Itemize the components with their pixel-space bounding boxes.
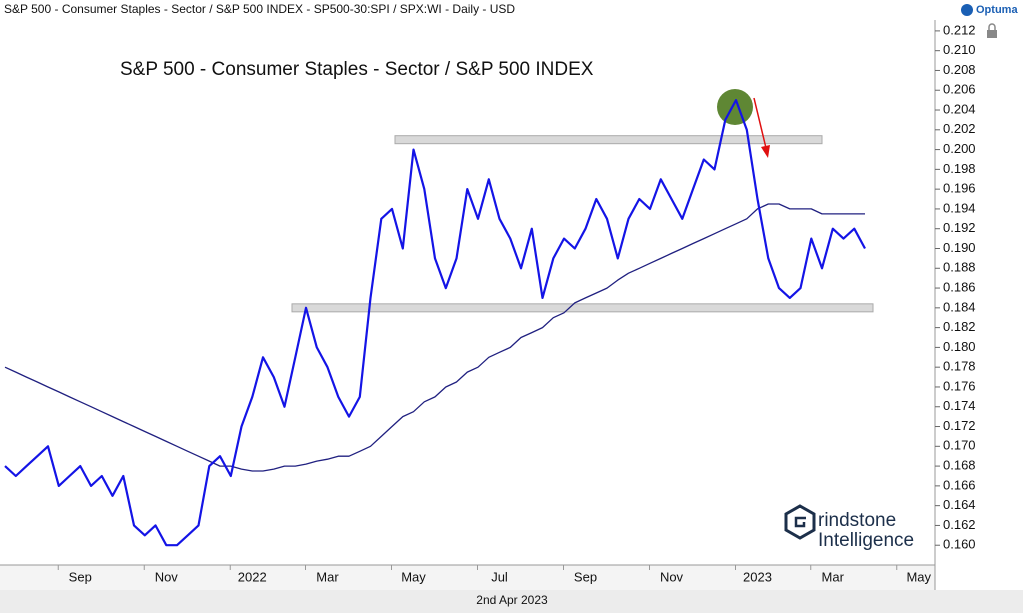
x-tick-label: 2022 xyxy=(238,569,267,584)
y-tick-label: 0.170 xyxy=(943,438,976,453)
header: S&P 500 - Consumer Staples - Sector / S&… xyxy=(4,2,515,16)
x-tick-label: 2023 xyxy=(743,569,772,584)
x-tick-label: Mar xyxy=(316,569,339,584)
y-tick-label: 0.208 xyxy=(943,62,976,77)
watermark: rindstone Intelligence xyxy=(784,504,914,551)
y-tick-label: 0.180 xyxy=(943,339,976,354)
brand: Optuma xyxy=(976,4,1018,16)
moving-average-line xyxy=(4,203,865,472)
level-band xyxy=(394,135,823,145)
y-tick-label: 0.162 xyxy=(943,517,976,532)
y-tick-label: 0.212 xyxy=(943,22,976,37)
y-tick-label: 0.166 xyxy=(943,477,976,492)
arrow-shaft xyxy=(753,97,767,149)
highlight-circle xyxy=(717,89,753,125)
y-tick-label: 0.178 xyxy=(943,359,976,374)
watermark-line-1: rindstone xyxy=(818,510,896,531)
chart-title: S&P 500 - Consumer Staples - Sector / S&… xyxy=(120,59,594,80)
level-band xyxy=(291,303,874,313)
y-tick-label: 0.174 xyxy=(943,398,976,413)
y-tick-label: 0.194 xyxy=(943,200,976,215)
x-tick-label: Mar xyxy=(822,569,845,584)
y-tick-label: 0.204 xyxy=(943,101,976,116)
y-tick-label: 0.176 xyxy=(943,378,976,393)
y-tick-label: 0.184 xyxy=(943,299,976,314)
y-tick-label: 0.202 xyxy=(943,121,976,136)
x-tick-label: Nov xyxy=(660,569,684,584)
y-tick-label: 0.186 xyxy=(943,279,976,294)
y-tick-label: 0.198 xyxy=(943,161,976,176)
brand-logo: Optuma xyxy=(961,4,1018,16)
y-tick-label: 0.188 xyxy=(943,260,976,275)
y-tick-label: 0.164 xyxy=(943,497,976,512)
watermark-line-2: Intelligence xyxy=(818,530,914,551)
y-tick-label: 0.182 xyxy=(943,319,976,334)
x-tick-label: Nov xyxy=(155,569,179,584)
price-line xyxy=(4,99,866,547)
y-tick-label: 0.190 xyxy=(943,240,976,255)
y-tick-label: 0.206 xyxy=(943,82,976,97)
y-tick-label: 0.196 xyxy=(943,181,976,196)
footer-date: 2nd Apr 2023 xyxy=(476,593,548,607)
y-tick-label: 0.192 xyxy=(943,220,976,235)
footer-strip xyxy=(0,590,1023,613)
arrow-head xyxy=(761,145,770,158)
x-tick-label: May xyxy=(401,569,426,584)
x-tick-label: Jul xyxy=(491,569,508,584)
x-tick-label: Sep xyxy=(574,569,597,584)
x-tick-label: Sep xyxy=(69,569,92,584)
y-tick-label: 0.168 xyxy=(943,458,976,473)
lock-icon xyxy=(987,23,997,38)
y-tick-label: 0.160 xyxy=(943,537,976,552)
x-axis-strip xyxy=(0,565,935,590)
y-tick-label: 0.172 xyxy=(943,418,976,433)
y-tick-label: 0.200 xyxy=(943,141,976,156)
x-tick-label: May xyxy=(906,569,931,584)
y-tick-label: 0.210 xyxy=(943,42,976,57)
